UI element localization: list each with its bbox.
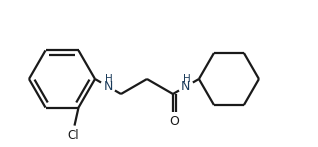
Text: Cl: Cl: [68, 129, 79, 142]
Text: N: N: [181, 80, 190, 93]
Text: H: H: [183, 74, 191, 83]
Text: N: N: [103, 80, 113, 93]
Text: H: H: [105, 74, 113, 83]
Text: O: O: [169, 115, 179, 128]
